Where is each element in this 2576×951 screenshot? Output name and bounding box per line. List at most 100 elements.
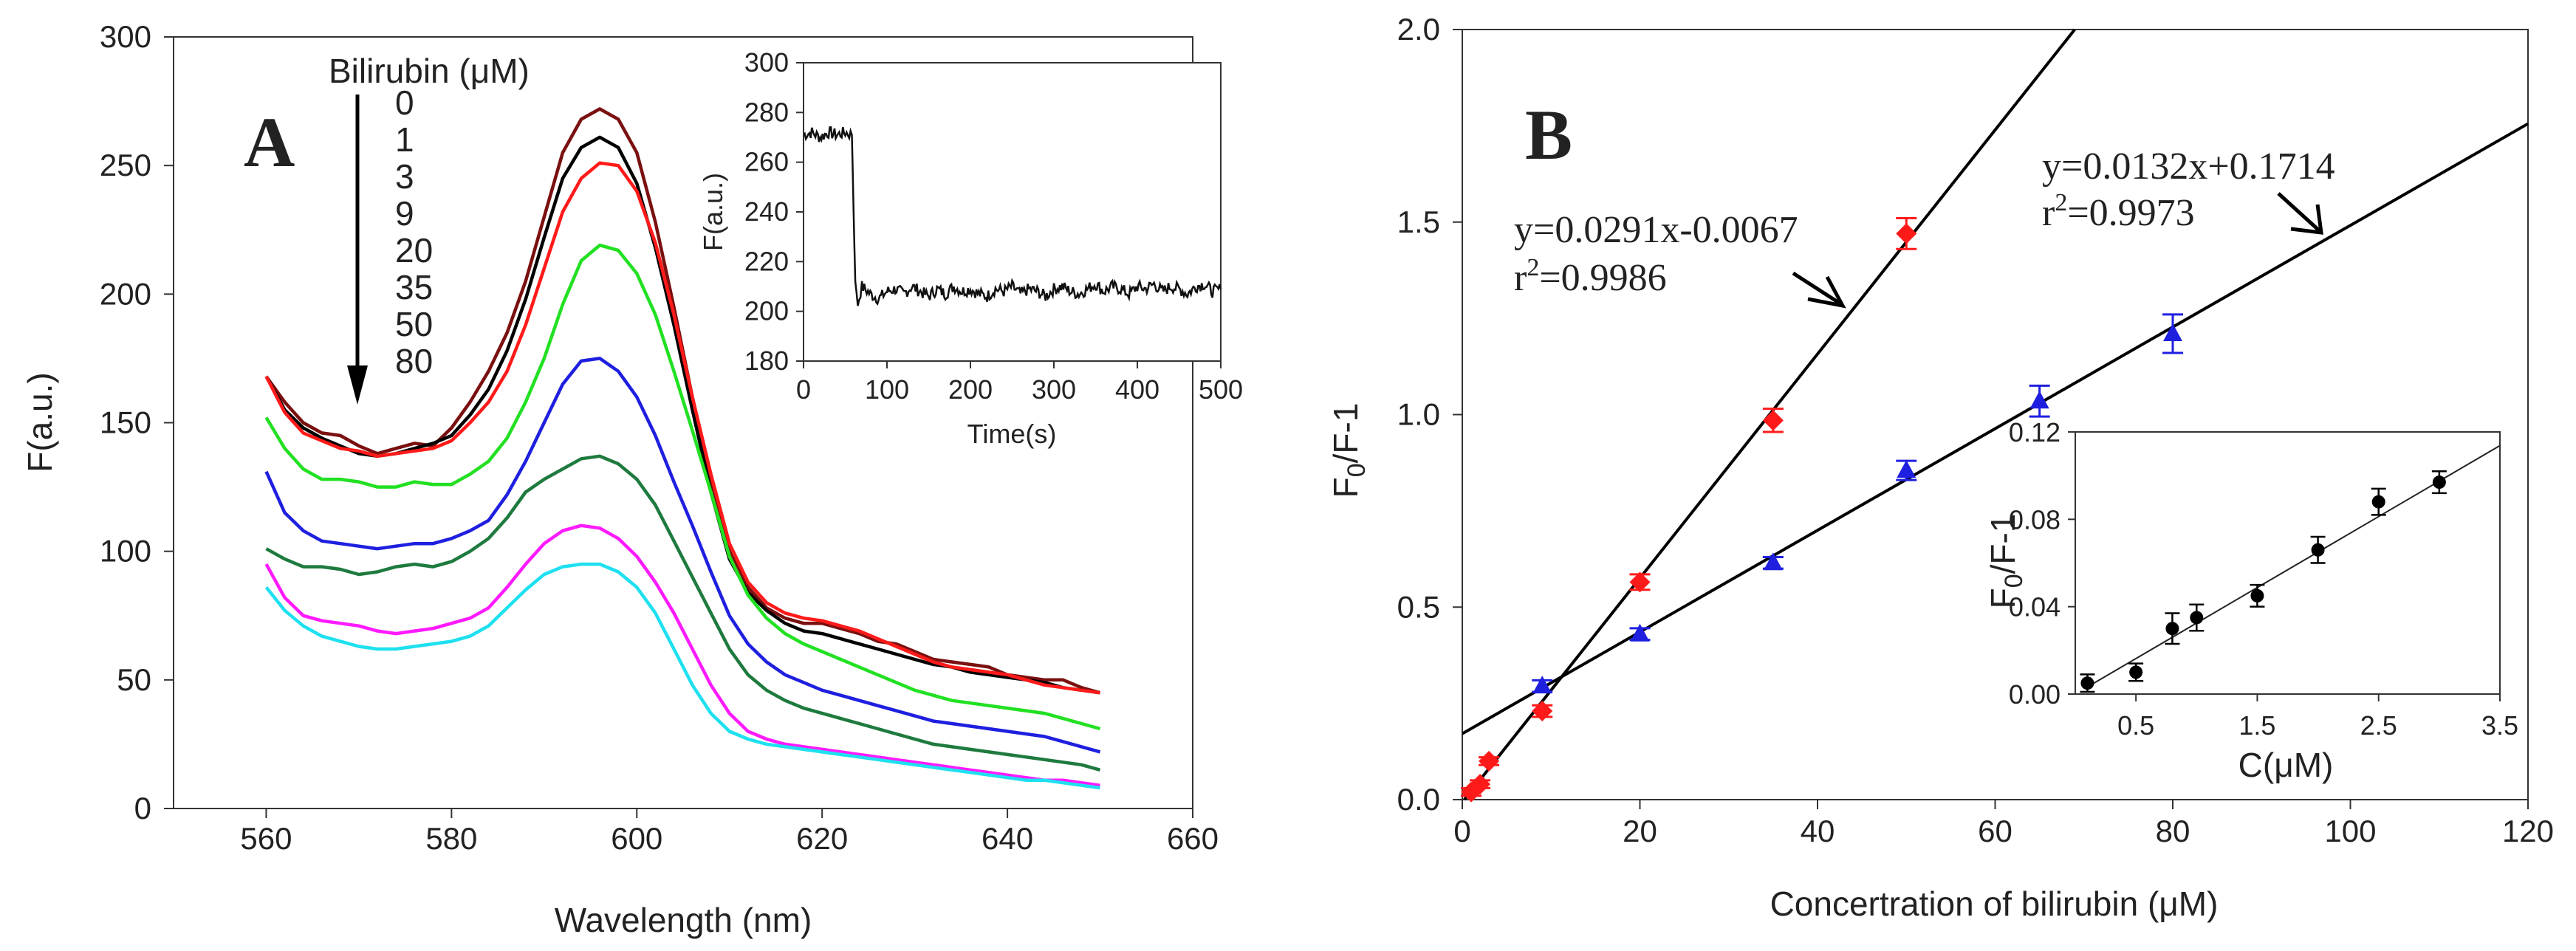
panel-a-inset-trace	[803, 126, 1222, 306]
panel-a-inset-y-ticks: 180 200 220 240 260 280 300	[744, 47, 804, 376]
panel-b-point-triangle	[2029, 391, 2049, 409]
panel-a-series-line-50	[264, 523, 1100, 787]
panel-b-point-triangle	[2163, 323, 2182, 341]
panel-b-y-tick-label: 2.0	[1397, 12, 1440, 47]
panel-b-inset-x-ticks: 0.5 1.5 2.5 3.5	[2117, 694, 2518, 741]
panel-a-inset-y-tick-label: 260	[744, 147, 789, 177]
panel-b-y-tick-label: 0.0	[1397, 782, 1440, 817]
panel-b-inset-frame	[2075, 431, 2501, 695]
panel-a-legend-label: 0	[395, 83, 414, 122]
panel-b-inset-point	[2371, 495, 2385, 509]
panel-a-inset-x-ticks: 0 100 200 300 400 500	[796, 361, 1243, 405]
panel-a-x-tick-label: 580	[425, 821, 477, 856]
panel-a-inset-x-tick-label: 500	[1199, 374, 1243, 405]
fit-1-r2: r2=0.9986	[1514, 254, 1667, 299]
panel-a-inset-frame	[803, 62, 1222, 362]
panel-b-inset-y-tick-label: 0.00	[2009, 679, 2061, 710]
panel-b-x-tick-label: 80	[2156, 814, 2190, 848]
panel-b-inset-y-tick-label: 0.04	[2009, 592, 2061, 622]
panel-a-inset-x-tick-label: 100	[865, 374, 909, 405]
panel-b-point-diamond	[1629, 571, 1651, 593]
panel-a-inset-x-axis-label: Time(s)	[967, 419, 1057, 449]
panel-b-point-triangle	[1763, 552, 1783, 571]
panel-a-y-tick-label: 0	[134, 791, 151, 825]
panel-a-inset-y-tick-label: 300	[744, 47, 789, 78]
fit-1-equation: y=0.0291x-0.0067	[1514, 209, 1798, 251]
panel-a-series-line-9	[264, 243, 1101, 731]
fit-2-r2-label: r	[2042, 192, 2055, 234]
panel-a-legend-label: 35	[395, 268, 433, 306]
panel-a-inset-x-tick-label: 400	[1115, 374, 1159, 405]
panel-a-legend-arrow-head	[347, 365, 368, 405]
panel-b-inset-y-label-rest: /F-1	[1984, 514, 2022, 574]
panel-b: 0.00.51.01.52.0 0 20 40 60 80 100 120 B F0/F-1…	[1326, 12, 2554, 923]
panel-b-y-label-main: F	[1326, 477, 1365, 498]
panel-a-x-ticks: 560 580 600 620 640 660	[240, 808, 1219, 856]
panel-b-point-triangle	[1897, 460, 1916, 478]
panel-a-legend-label: 80	[395, 342, 433, 380]
panel-a-y-tick-label: 50	[117, 662, 151, 697]
panel-b-x-tick-label: 60	[1978, 814, 2012, 848]
panel-b-y-ticks: 0.0 0.5 1.0 1.5 2.0	[1397, 12, 1462, 817]
fit-1-r2-sup: 2	[1527, 254, 1539, 281]
panel-a-legend-label: 3	[395, 157, 414, 196]
panel-a-x-tick-label: 560	[240, 821, 292, 856]
panel-b-x-ticks: 0 20 40 60 80 100 120	[1453, 800, 2554, 848]
panel-b-inset-y-tick-label: 0.12	[2009, 417, 2061, 447]
panel-b-point-diamond	[1896, 223, 1917, 244]
panel-b-y-tick-label: 1.5	[1397, 205, 1440, 239]
panel-b-inset-point	[2165, 622, 2179, 636]
panel-a-legend-title: Bilirubin (μM)	[329, 52, 530, 90]
panel-a-inset-x-tick-label: 200	[948, 374, 993, 405]
panel-b-point-diamond	[1470, 774, 1491, 795]
panel-a-series-line-35	[265, 454, 1101, 772]
panel-b-inset-y-label-main: F	[1984, 588, 2022, 608]
panel-a-inset-x-tick-label: 300	[1032, 374, 1076, 405]
panel-a-legend-label: 20	[395, 231, 433, 269]
panel-b-inset-point	[2129, 665, 2143, 679]
panel-a-x-tick-label: 660	[1167, 821, 1219, 856]
panel-a-x-tick-label: 600	[611, 821, 662, 856]
panel-b-inset-point	[2311, 543, 2325, 557]
panel-a-inset-y-tick-label: 200	[744, 296, 789, 326]
panel-a-y-ticks: 0 50 100 150 200 250 300	[100, 19, 174, 825]
panel-b-inset-y-ticks: 0.00 0.04 0.08 0.12	[2009, 417, 2075, 710]
fit-1-arrow	[1792, 271, 1846, 309]
panel-a-inset-y-tick-label: 280	[744, 97, 789, 127]
panel-b-x-tick-label: 40	[1801, 814, 1835, 848]
panel-a-x-tick-label: 620	[796, 821, 848, 856]
panel-b-x-tick-label: 120	[2502, 814, 2554, 848]
panel-a-y-tick-label: 150	[100, 405, 151, 440]
panel-b-inset-point	[2190, 611, 2204, 625]
panel-b-inset-x-tick-label: 3.5	[2481, 710, 2518, 741]
panel-b-inset: 0.00 0.04 0.08 0.12 0.5 1.5 2.5 3.5 F0/F-1 C(μ…	[1984, 417, 2518, 784]
panel-a-y-tick-label: 250	[100, 148, 151, 182]
fit-2-equation: y=0.0132x+0.1714	[2042, 145, 2335, 188]
fit-2-r2: r2=0.9973	[2042, 189, 2195, 234]
panel-a-legend-label: 9	[395, 194, 414, 233]
panel-b-point-triangle	[1630, 623, 1650, 642]
panel-b-x-tick-label: 100	[2324, 814, 2376, 848]
panel-b-x-tick-label: 0	[1453, 814, 1470, 848]
panel-a-inset-x-tick-label: 0	[796, 374, 811, 405]
panel-a-series-line-20	[264, 357, 1101, 754]
fit-1-r2-value: =0.9986	[1539, 257, 1666, 299]
panel-b-letter: B	[1525, 95, 1572, 174]
panel-b-inset-y-tick-label: 0.08	[2009, 504, 2061, 535]
panel-a-inset-y-tick-label: 220	[744, 246, 789, 276]
panel-b-inset-point	[2432, 476, 2446, 490]
panel-a-inset: 180 200 220 240 260 280 300 0 100 200 300 400 500 F…	[698, 47, 1243, 449]
panel-a-x-axis-label: Wavelength (nm)	[555, 901, 812, 939]
panel-a-letter: A	[244, 103, 295, 182]
panel-b-inset-y-axis-label: F0/F-1	[1984, 514, 2028, 609]
panel-a-y-tick-label: 200	[100, 276, 151, 311]
panel-a-inset-y-tick-label: 240	[744, 196, 789, 227]
panel-b-y-label-rest: /F-1	[1326, 403, 1365, 464]
panel-a-legend-label: 50	[395, 305, 433, 343]
panel-b-point-triangle	[1532, 676, 1552, 694]
fit-2-r2-value: =0.9973	[2067, 192, 2194, 234]
panel-b-inset-point	[2080, 676, 2094, 690]
